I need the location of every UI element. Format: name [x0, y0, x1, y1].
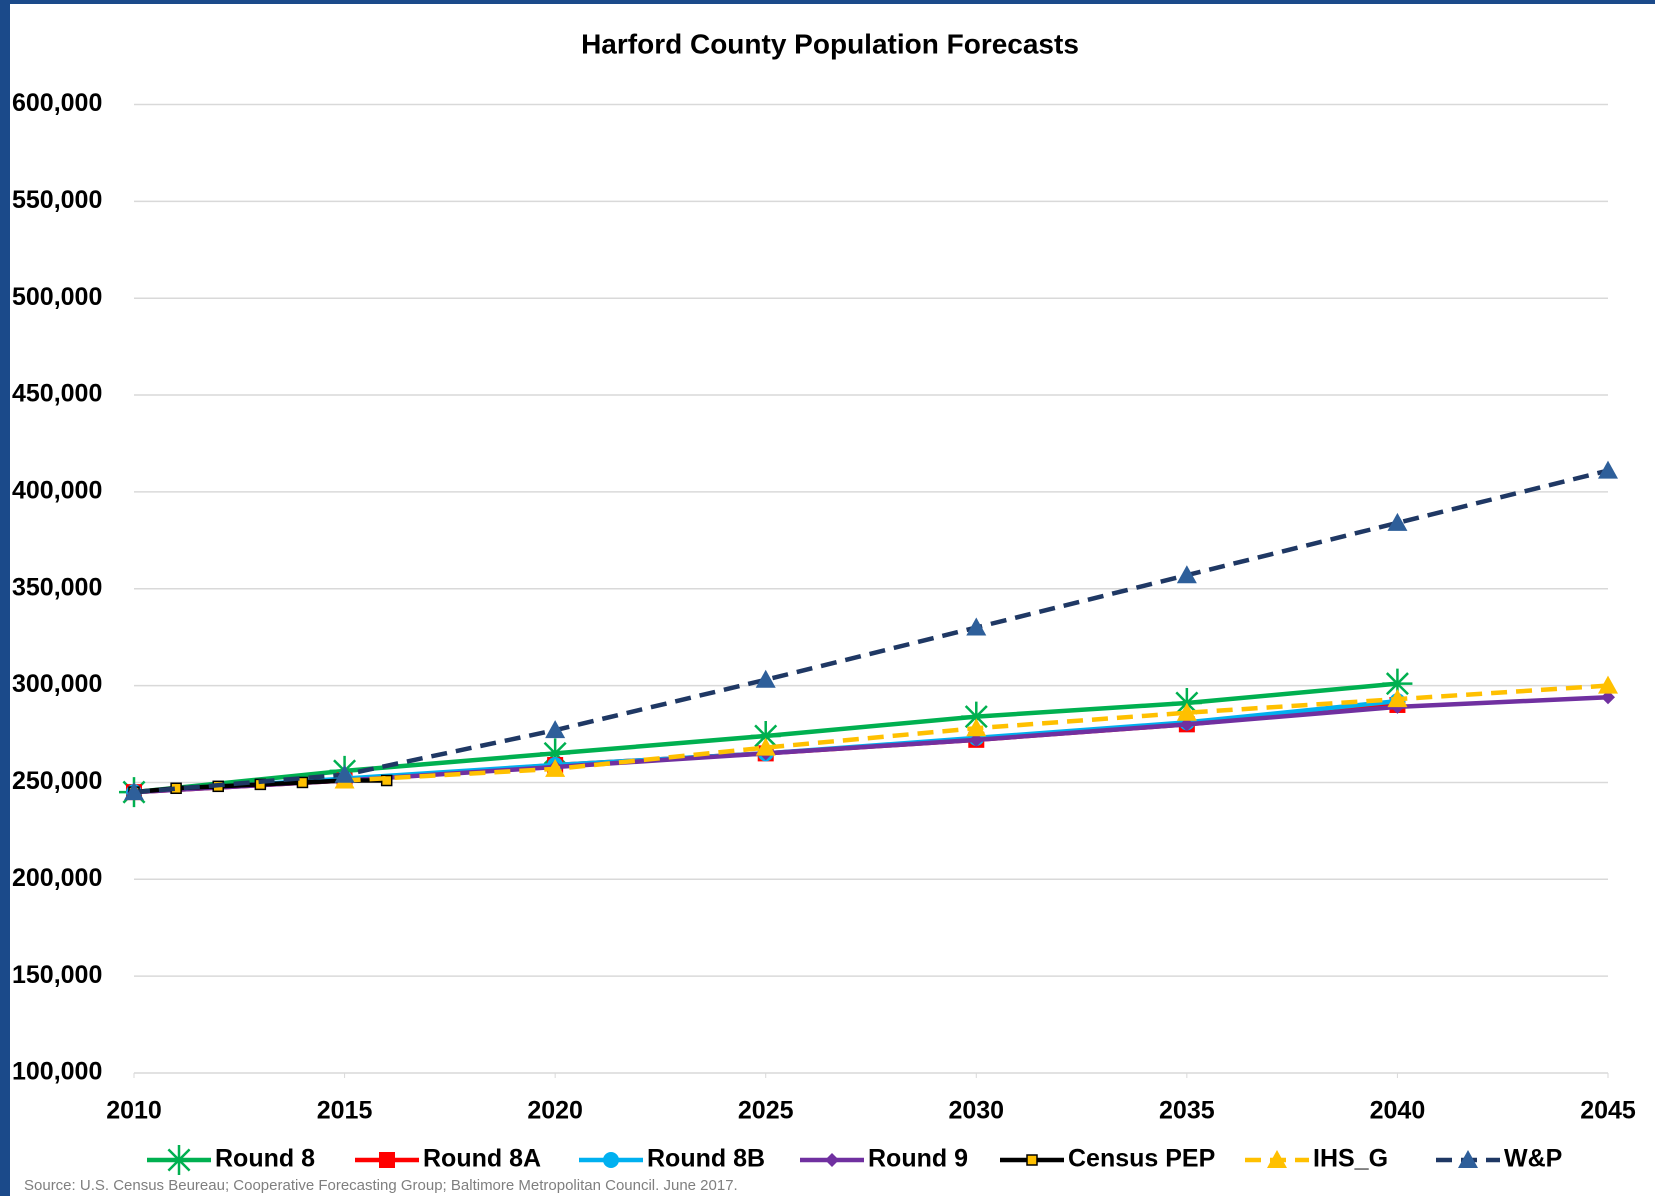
- legend-label: W&P: [1504, 1145, 1562, 1173]
- marker: [545, 758, 566, 777]
- marker: [545, 720, 566, 739]
- marker: [1382, 668, 1413, 699]
- marker: [969, 732, 984, 747]
- marker: [750, 720, 781, 751]
- y-tick-label: 200,000: [12, 864, 102, 892]
- legend-item: Round 8: [147, 1145, 315, 1175]
- marker: [961, 701, 992, 732]
- y-tick-label: 150,000: [12, 961, 102, 989]
- y-tick-label: 100,000: [12, 1058, 102, 1086]
- x-tick-label: 2020: [527, 1097, 583, 1125]
- marker: [966, 718, 987, 737]
- y-tick-label: 450,000: [12, 380, 102, 408]
- x-tick-label: 2010: [106, 1097, 162, 1125]
- legend-label: Round 8A: [423, 1145, 541, 1173]
- x-tick-label: 2035: [1159, 1097, 1215, 1125]
- legend-item: Round 8B: [579, 1145, 765, 1173]
- legend-item: W&P: [1436, 1145, 1562, 1173]
- legend-label: Round 8: [215, 1145, 315, 1173]
- marker: [334, 764, 355, 783]
- y-tick-label: 600,000: [12, 89, 102, 117]
- series-line: [133, 468, 1609, 795]
- legend-marker: [1026, 1154, 1038, 1166]
- legend-item: Census PEP: [1000, 1145, 1215, 1173]
- marker: [124, 782, 144, 801]
- x-tick-label: 2015: [317, 1097, 373, 1125]
- marker: [1179, 717, 1194, 732]
- marker: [755, 669, 776, 688]
- marker: [1598, 460, 1618, 479]
- marker: [755, 737, 776, 756]
- marker: [1176, 565, 1197, 584]
- marker: [1598, 675, 1618, 694]
- y-tick-label: 250,000: [12, 767, 102, 795]
- legend-label: IHS_G: [1313, 1145, 1388, 1173]
- marker: [1387, 512, 1408, 531]
- legend-label: Census PEP: [1068, 1145, 1215, 1173]
- x-tick-label: 2030: [948, 1097, 1004, 1125]
- y-tick-label: 300,000: [12, 670, 102, 698]
- y-tick-label: 550,000: [12, 186, 102, 214]
- marker: [1387, 689, 1408, 708]
- legend-marker: [1267, 1150, 1287, 1168]
- legend-item: Round 9: [800, 1145, 968, 1173]
- legend-marker: [825, 1153, 839, 1167]
- legend-marker: [603, 1152, 619, 1168]
- x-tick-label: 2045: [1580, 1097, 1636, 1125]
- marker: [540, 738, 571, 769]
- y-tick-label: 400,000: [12, 477, 102, 505]
- legend-item: Round 8A: [355, 1145, 541, 1173]
- x-tick-label: 2040: [1370, 1097, 1426, 1125]
- y-tick-label: 350,000: [12, 573, 102, 601]
- x-tick-label: 2025: [738, 1097, 794, 1125]
- y-tick-label: 500,000: [12, 283, 102, 311]
- legend-marker: [379, 1152, 395, 1168]
- marker: [966, 617, 987, 636]
- source-note: Source: U.S. Census Beureau; Cooperative…: [24, 1177, 738, 1194]
- chart-title: Harford County Population Forecasts: [581, 28, 1079, 59]
- marker: [1601, 690, 1615, 705]
- legend-item: IHS_G: [1245, 1145, 1388, 1173]
- legend-label: Round 9: [868, 1145, 968, 1173]
- panel: [10, 4, 1655, 1196]
- legend-label: Round 8B: [647, 1145, 765, 1173]
- marker: [254, 778, 267, 791]
- marker: [1176, 702, 1197, 721]
- legend-marker: [164, 1145, 194, 1175]
- legend-marker: [1458, 1150, 1478, 1168]
- marker: [296, 776, 309, 789]
